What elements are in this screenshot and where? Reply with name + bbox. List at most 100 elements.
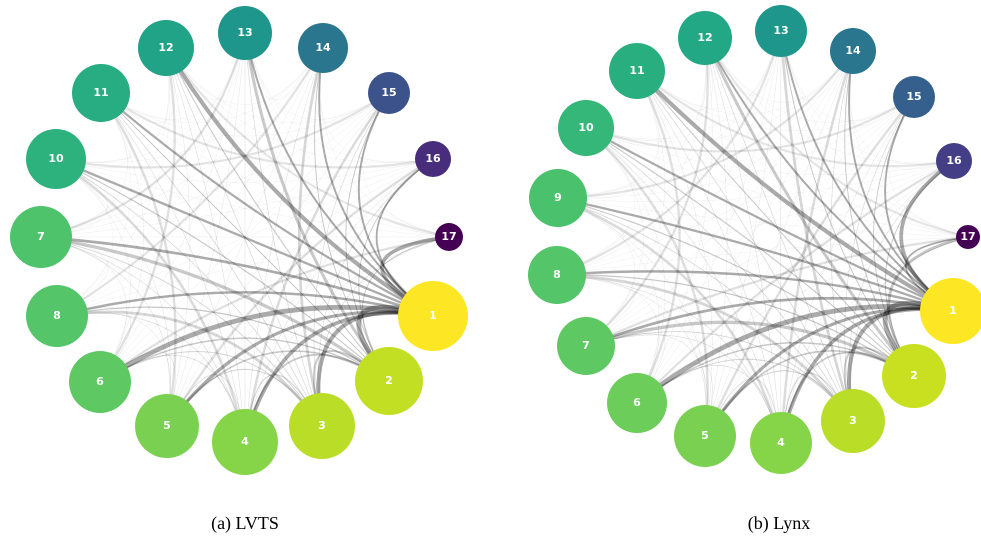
node-label: 10 — [578, 121, 594, 134]
edge — [704, 30, 782, 437]
edge — [313, 92, 390, 427]
node-label: 2 — [385, 374, 393, 387]
edge — [40, 235, 434, 318]
edge — [704, 160, 955, 437]
edge — [244, 158, 434, 443]
edge — [244, 47, 324, 443]
edge — [100, 92, 246, 443]
edge — [585, 50, 854, 347]
edge — [779, 50, 855, 444]
edge — [556, 236, 969, 276]
edge — [636, 70, 915, 131]
edge — [780, 30, 782, 444]
edge — [243, 32, 391, 382]
edge — [166, 350, 390, 427]
node-label: 16 — [425, 152, 441, 165]
edge — [40, 32, 247, 239]
edge — [780, 96, 915, 444]
edge — [319, 236, 450, 427]
edge — [636, 70, 782, 444]
edge — [165, 47, 324, 105]
edge — [636, 160, 955, 404]
edge — [780, 30, 915, 377]
node — [355, 347, 423, 415]
edge — [100, 92, 323, 427]
edge — [55, 158, 323, 427]
edge — [585, 37, 708, 141]
edge — [319, 47, 434, 163]
edge — [244, 32, 434, 317]
node — [26, 285, 88, 347]
node-label: 13 — [237, 26, 252, 39]
edge — [100, 92, 434, 169]
edge — [636, 30, 782, 404]
edge — [99, 337, 390, 383]
node — [830, 28, 876, 74]
edge — [636, 342, 915, 404]
edge — [557, 197, 707, 437]
edge — [99, 92, 390, 383]
node — [10, 206, 72, 268]
edge — [556, 270, 954, 313]
edge — [585, 127, 969, 238]
edge — [636, 70, 915, 377]
node — [755, 5, 807, 57]
edge — [99, 92, 145, 383]
edge — [99, 351, 323, 427]
node — [135, 394, 199, 458]
node — [882, 344, 946, 408]
edge — [244, 236, 450, 443]
edge — [703, 37, 916, 377]
edge — [166, 47, 324, 427]
node — [138, 20, 194, 76]
edge — [703, 96, 915, 437]
node-label: 15 — [381, 86, 396, 99]
edge — [556, 50, 854, 276]
edge — [844, 50, 915, 126]
edge — [557, 160, 955, 202]
node — [218, 6, 272, 60]
edge — [704, 236, 969, 437]
edge — [556, 96, 915, 276]
node-label: 6 — [633, 396, 641, 409]
edge — [585, 334, 782, 444]
node-label: 6 — [96, 375, 104, 388]
edge — [99, 235, 450, 383]
edge — [585, 70, 666, 347]
edge — [556, 37, 707, 276]
edge — [98, 304, 434, 385]
node — [920, 278, 981, 344]
edge — [244, 32, 323, 427]
edge — [585, 320, 915, 378]
edge — [780, 30, 969, 238]
edge — [165, 47, 450, 239]
node — [69, 351, 131, 413]
edge — [780, 160, 955, 444]
node — [415, 141, 451, 177]
edges — [40, 30, 969, 444]
edge — [166, 236, 450, 427]
edge — [556, 127, 635, 276]
node-label: 4 — [241, 435, 249, 448]
edge — [165, 47, 390, 382]
edge — [556, 274, 915, 377]
edge — [358, 92, 434, 168]
edge — [100, 92, 434, 317]
edge — [636, 236, 969, 404]
edge — [585, 127, 915, 377]
edge — [636, 50, 854, 404]
edge — [99, 92, 177, 427]
node — [558, 100, 614, 156]
edge — [165, 47, 246, 443]
node — [678, 11, 732, 65]
node-label: 13 — [773, 24, 788, 37]
edge — [166, 32, 246, 427]
edge — [849, 236, 969, 422]
edge — [884, 96, 954, 312]
edge — [55, 47, 324, 163]
edge — [314, 47, 390, 382]
edge — [704, 350, 915, 437]
edge — [244, 32, 390, 120]
node-label: 12 — [158, 41, 173, 54]
edge — [557, 197, 854, 422]
